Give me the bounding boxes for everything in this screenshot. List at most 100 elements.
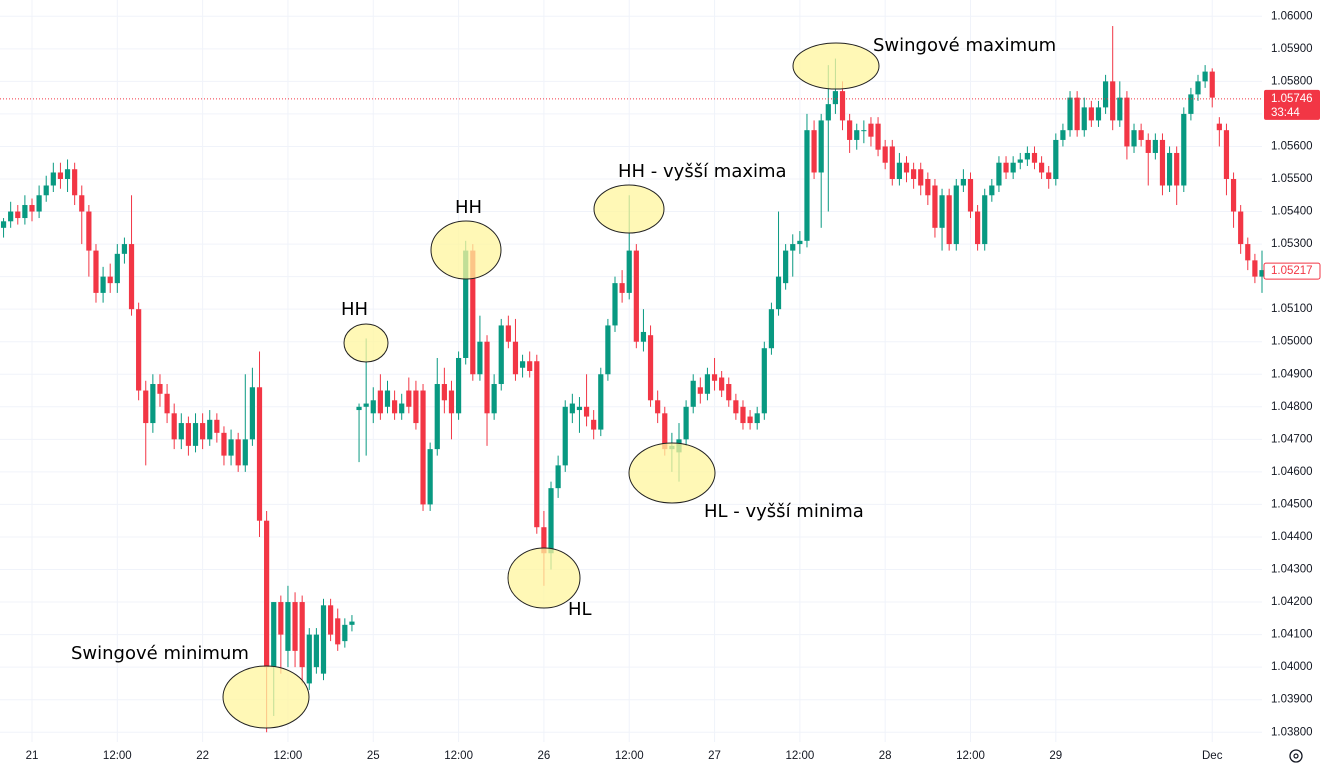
candle-body [1159, 139, 1166, 186]
candle-body [64, 169, 71, 179]
candle-body [242, 439, 248, 466]
candle-body [1067, 97, 1073, 131]
candle-body [605, 325, 611, 375]
price-label: 1.05746 [1271, 93, 1313, 105]
annotation: Swingové minimum [71, 643, 249, 664]
candle-body [292, 602, 298, 651]
grid [0, 0, 1262, 742]
x-tick-label: 12:00 [103, 750, 132, 762]
candle-body [491, 384, 497, 414]
candle-body [434, 384, 440, 450]
annotation: HH [341, 299, 368, 320]
candle-body [470, 250, 476, 375]
candle-body [178, 423, 184, 440]
candle-body [640, 331, 647, 342]
y-tick-label: 1.04300 [1271, 564, 1313, 576]
candle-body [150, 384, 156, 424]
y-tick-label: 1.04900 [1271, 368, 1313, 380]
candle-body [839, 91, 846, 121]
candle-body [1188, 94, 1194, 114]
candle-body [221, 432, 227, 456]
candle-body [1031, 152, 1038, 163]
candle-body [207, 419, 213, 440]
candle-body [797, 240, 803, 245]
candle-body [825, 104, 831, 121]
candle-body [413, 390, 419, 424]
candle-body [136, 309, 142, 391]
settings-icon[interactable] [1289, 749, 1303, 763]
candle-body [1181, 113, 1187, 186]
price-countdown: 33:44 [1271, 107, 1300, 119]
candle-body [583, 406, 590, 417]
x-tick-label: Dec [1202, 750, 1223, 762]
candle-body [278, 602, 284, 635]
y-tick-label: 1.04700 [1271, 433, 1313, 445]
y-tick-label: 1.05900 [1271, 43, 1313, 55]
candle-body [847, 120, 853, 140]
highlight-ellipse [628, 442, 716, 504]
candle-body [1252, 260, 1258, 277]
candle-body [342, 624, 348, 642]
candle-body [804, 130, 810, 241]
candle-body [875, 123, 881, 150]
candle-body [768, 309, 775, 349]
candle-body [406, 390, 412, 407]
candle-body [36, 195, 42, 212]
axes: 1.03800 1.03900 1.04000 1.04100 1.04200 1.043… [26, 10, 1321, 762]
y-tick-label: 1.04500 [1271, 498, 1313, 510]
candle-body [441, 384, 447, 401]
candle-body [1259, 270, 1265, 277]
candle-body [818, 120, 824, 173]
candle-body [384, 390, 391, 407]
candle-body [1017, 159, 1023, 163]
candle-body [1152, 139, 1158, 153]
highlight-ellipse [792, 42, 880, 90]
x-tick-label: 27 [708, 750, 721, 762]
candle-body [349, 621, 355, 625]
y-tick-label: 1.05000 [1271, 336, 1313, 348]
candle-body [1081, 107, 1087, 131]
candle-body [1174, 152, 1180, 186]
settings-icon[interactable] [1289, 749, 1303, 763]
x-tick-label: 25 [367, 750, 380, 762]
candle-body [1145, 139, 1151, 153]
highlight-ellipse [343, 323, 389, 363]
candle-body [911, 169, 917, 179]
y-tick-label: 1.05300 [1271, 238, 1313, 250]
candle-body [29, 205, 35, 212]
candle-body [704, 374, 711, 394]
y-tick-label: 1.04400 [1271, 531, 1313, 543]
y-tick-label: 1.04100 [1271, 629, 1313, 641]
candle-body [370, 400, 376, 414]
candle-body [157, 384, 163, 394]
candle-body [790, 244, 796, 251]
candle-body [498, 325, 504, 385]
plot-area [0, 26, 1265, 733]
candle-body [619, 283, 625, 293]
candle-body [285, 602, 291, 651]
candle-body [271, 602, 277, 668]
candle-body [399, 403, 405, 414]
candle-body [114, 253, 120, 284]
candle-body [882, 146, 888, 163]
candle-body [79, 195, 85, 212]
candle-body [832, 91, 839, 105]
candle-body [50, 172, 56, 186]
x-tick-label: 21 [26, 750, 39, 762]
settings-icon[interactable] [1293, 753, 1299, 759]
annotation: HH - vyšší maxima [618, 161, 787, 182]
candle-body [1060, 130, 1066, 140]
candle-body [655, 400, 661, 414]
candle-body [1238, 211, 1244, 245]
candle-body [953, 185, 959, 245]
candle-body [1038, 162, 1045, 173]
candle-body [8, 211, 14, 222]
candle-body [534, 361, 540, 528]
candle-body [1102, 81, 1109, 108]
candle-body [754, 413, 760, 424]
candle-body [363, 403, 369, 407]
candle-body [512, 341, 519, 375]
candle-body [121, 244, 128, 254]
